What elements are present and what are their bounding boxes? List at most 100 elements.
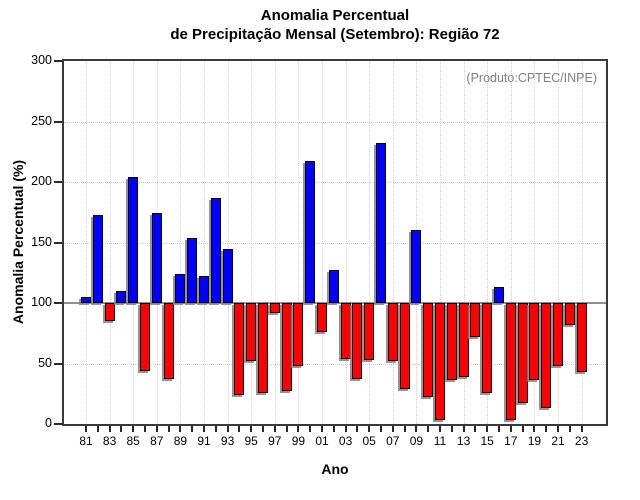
bar-1987 xyxy=(151,213,162,303)
x-tick-2016 xyxy=(498,426,500,432)
chart-title-line1: Anomalia Percentual xyxy=(260,7,410,24)
x-tick-label-2017: 17 xyxy=(504,434,518,448)
bar-1994 xyxy=(234,303,245,395)
bar-2004 xyxy=(352,303,363,380)
bar-2016 xyxy=(494,287,504,303)
bar-1986 xyxy=(140,303,150,371)
x-tick-label-1981: 81 xyxy=(79,434,93,448)
v-gridline-2017 xyxy=(510,61,512,424)
x-tick-label-2007: 07 xyxy=(386,434,400,448)
y-tick-label-150: 150 xyxy=(31,234,52,249)
plot-area: (Produto:CPTEC/INPE) xyxy=(62,59,608,426)
x-tick-2019 xyxy=(533,426,536,432)
source-annotation: (Produto:CPTEC/INPE) xyxy=(466,71,597,85)
bar-1984 xyxy=(116,290,127,303)
bar-2018 xyxy=(517,303,528,404)
y-tick-200 xyxy=(54,181,62,183)
bar-2020 xyxy=(541,303,552,409)
y-tick-label-50: 50 xyxy=(38,355,52,370)
y-tick-label-200: 200 xyxy=(31,174,52,188)
bar-2002 xyxy=(328,270,339,303)
bar-2001 xyxy=(317,303,327,333)
bar-2022 xyxy=(564,303,575,325)
bar-1990 xyxy=(187,237,198,303)
bar-1999 xyxy=(293,303,304,366)
x-tick-2006 xyxy=(380,426,382,432)
x-tick-label-1993: 93 xyxy=(220,434,235,448)
bar-1998 xyxy=(281,303,292,392)
x-tick-label-2013: 13 xyxy=(456,434,471,448)
x-tick-1992 xyxy=(214,426,217,432)
v-gridline-1995 xyxy=(251,61,253,424)
v-gridline-2019 xyxy=(534,61,536,424)
x-tick-label-2001: 01 xyxy=(315,434,329,448)
bar-1995 xyxy=(246,303,257,362)
bar-2017 xyxy=(505,303,516,421)
x-tick-2014 xyxy=(474,426,477,432)
h-gridline-50 xyxy=(64,363,606,365)
v-gridline-1993 xyxy=(227,61,229,424)
v-gridline-2007 xyxy=(392,61,394,424)
bar-2010 xyxy=(423,303,434,398)
v-gridline-2021 xyxy=(558,61,559,424)
bar-2003 xyxy=(340,303,351,359)
x-tick-label-1987: 87 xyxy=(150,434,164,448)
bar-2000 xyxy=(305,161,316,303)
v-gridline-2003 xyxy=(345,61,347,424)
bar-1982 xyxy=(92,214,103,303)
x-tick-label-1991: 91 xyxy=(197,434,211,448)
x-tick-2021 xyxy=(557,426,559,432)
x-tick-1987 xyxy=(155,426,158,432)
y-tick-label-300: 300 xyxy=(31,53,52,67)
x-tick-2017 xyxy=(509,426,512,432)
x-tick-2010 xyxy=(427,426,430,432)
chart-title: Anomalia Percentual de Precipitação Mens… xyxy=(62,6,608,44)
x-tick-label-2015: 15 xyxy=(480,434,494,448)
y-tick-100 xyxy=(54,302,62,304)
bar-1993 xyxy=(222,248,233,303)
x-tick-2003 xyxy=(344,426,347,432)
y-tick-label-0: 0 xyxy=(45,416,52,430)
bar-2014 xyxy=(470,303,481,337)
x-tick-1993 xyxy=(226,426,229,432)
x-tick-1991 xyxy=(203,426,205,432)
x-tick-2013 xyxy=(462,426,465,432)
x-tick-1983 xyxy=(108,426,111,432)
x-tick-2022 xyxy=(568,426,571,432)
x-tick-label-1995: 95 xyxy=(244,434,258,448)
x-tick-label-2003: 03 xyxy=(338,434,353,448)
bar-2006 xyxy=(376,143,386,303)
v-gridline-1983 xyxy=(109,61,111,424)
baseline-100 xyxy=(64,302,606,304)
bar-1989 xyxy=(175,273,186,303)
bar-2019 xyxy=(529,303,540,381)
y-tick-label-250: 250 xyxy=(31,113,52,128)
x-tick-2012 xyxy=(450,426,453,432)
x-tick-label-2009: 09 xyxy=(409,434,424,448)
v-gridline-2005 xyxy=(369,61,371,424)
x-tick-2002 xyxy=(332,426,335,432)
bar-2007 xyxy=(387,303,398,362)
v-gridline-2001 xyxy=(322,61,323,424)
y-tick-150 xyxy=(54,241,62,244)
x-tick-2000 xyxy=(309,426,312,432)
x-tick-label-1997: 97 xyxy=(268,434,282,448)
x-tick-2005 xyxy=(368,426,371,432)
bar-2009 xyxy=(411,230,422,303)
bar-2011 xyxy=(435,303,445,421)
v-gridline-1991 xyxy=(204,61,205,424)
x-tick-2009 xyxy=(415,426,418,432)
x-tick-label-2011: 11 xyxy=(433,434,447,448)
x-tick-label-1985: 85 xyxy=(126,434,140,448)
bar-1988 xyxy=(163,303,174,380)
bar-1992 xyxy=(210,197,221,303)
bar-1981 xyxy=(81,296,91,303)
v-gridline-2011 xyxy=(440,61,441,424)
x-tick-1996 xyxy=(262,426,264,432)
x-tick-1994 xyxy=(238,426,241,432)
x-tick-label-2023: 23 xyxy=(574,434,589,448)
x-tick-label-2021: 21 xyxy=(551,434,565,448)
bar-2021 xyxy=(553,303,563,366)
x-axis-label: Ano xyxy=(321,461,349,477)
